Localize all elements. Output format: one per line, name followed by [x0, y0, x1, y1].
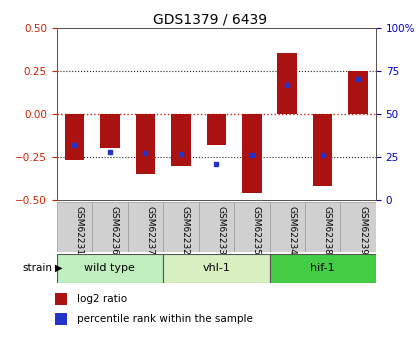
Text: GSM62235: GSM62235 [252, 206, 261, 255]
Bar [128, 202, 163, 252]
Bar [234, 202, 270, 252]
Bar [136, 114, 155, 174]
Bar [92, 202, 128, 252]
Bar [349, 71, 368, 114]
Text: GDS1379 / 6439: GDS1379 / 6439 [153, 12, 267, 26]
Bar [57, 254, 163, 283]
Text: wild type: wild type [84, 263, 135, 273]
Text: GSM62233: GSM62233 [216, 206, 225, 255]
Text: percentile rank within the sample: percentile rank within the sample [77, 314, 253, 324]
Text: GSM62238: GSM62238 [323, 206, 332, 255]
Bar [270, 202, 305, 252]
Text: GSM62232: GSM62232 [181, 206, 190, 255]
Bar [341, 202, 376, 252]
Text: GSM62234: GSM62234 [287, 206, 296, 255]
Bar [65, 114, 84, 160]
Bar [55, 313, 67, 325]
Bar [305, 202, 341, 252]
Text: strain: strain [23, 263, 52, 273]
Text: vhl-1: vhl-1 [202, 263, 230, 273]
Text: GSM62236: GSM62236 [110, 206, 119, 255]
Bar [100, 114, 120, 148]
Bar [57, 202, 92, 252]
Text: GSM62237: GSM62237 [145, 206, 155, 255]
Bar [278, 53, 297, 114]
Bar [207, 114, 226, 145]
Text: log2 ratio: log2 ratio [77, 294, 127, 304]
Text: hif-1: hif-1 [310, 263, 335, 273]
Bar [163, 202, 199, 252]
Bar [171, 114, 191, 166]
Text: GSM62239: GSM62239 [358, 206, 367, 255]
Bar [242, 114, 262, 193]
Bar [270, 254, 376, 283]
Bar [313, 114, 333, 186]
Text: ▶: ▶ [55, 263, 62, 273]
Bar [199, 202, 234, 252]
Text: GSM62231: GSM62231 [74, 206, 84, 255]
Bar [163, 254, 270, 283]
Bar [55, 293, 67, 305]
